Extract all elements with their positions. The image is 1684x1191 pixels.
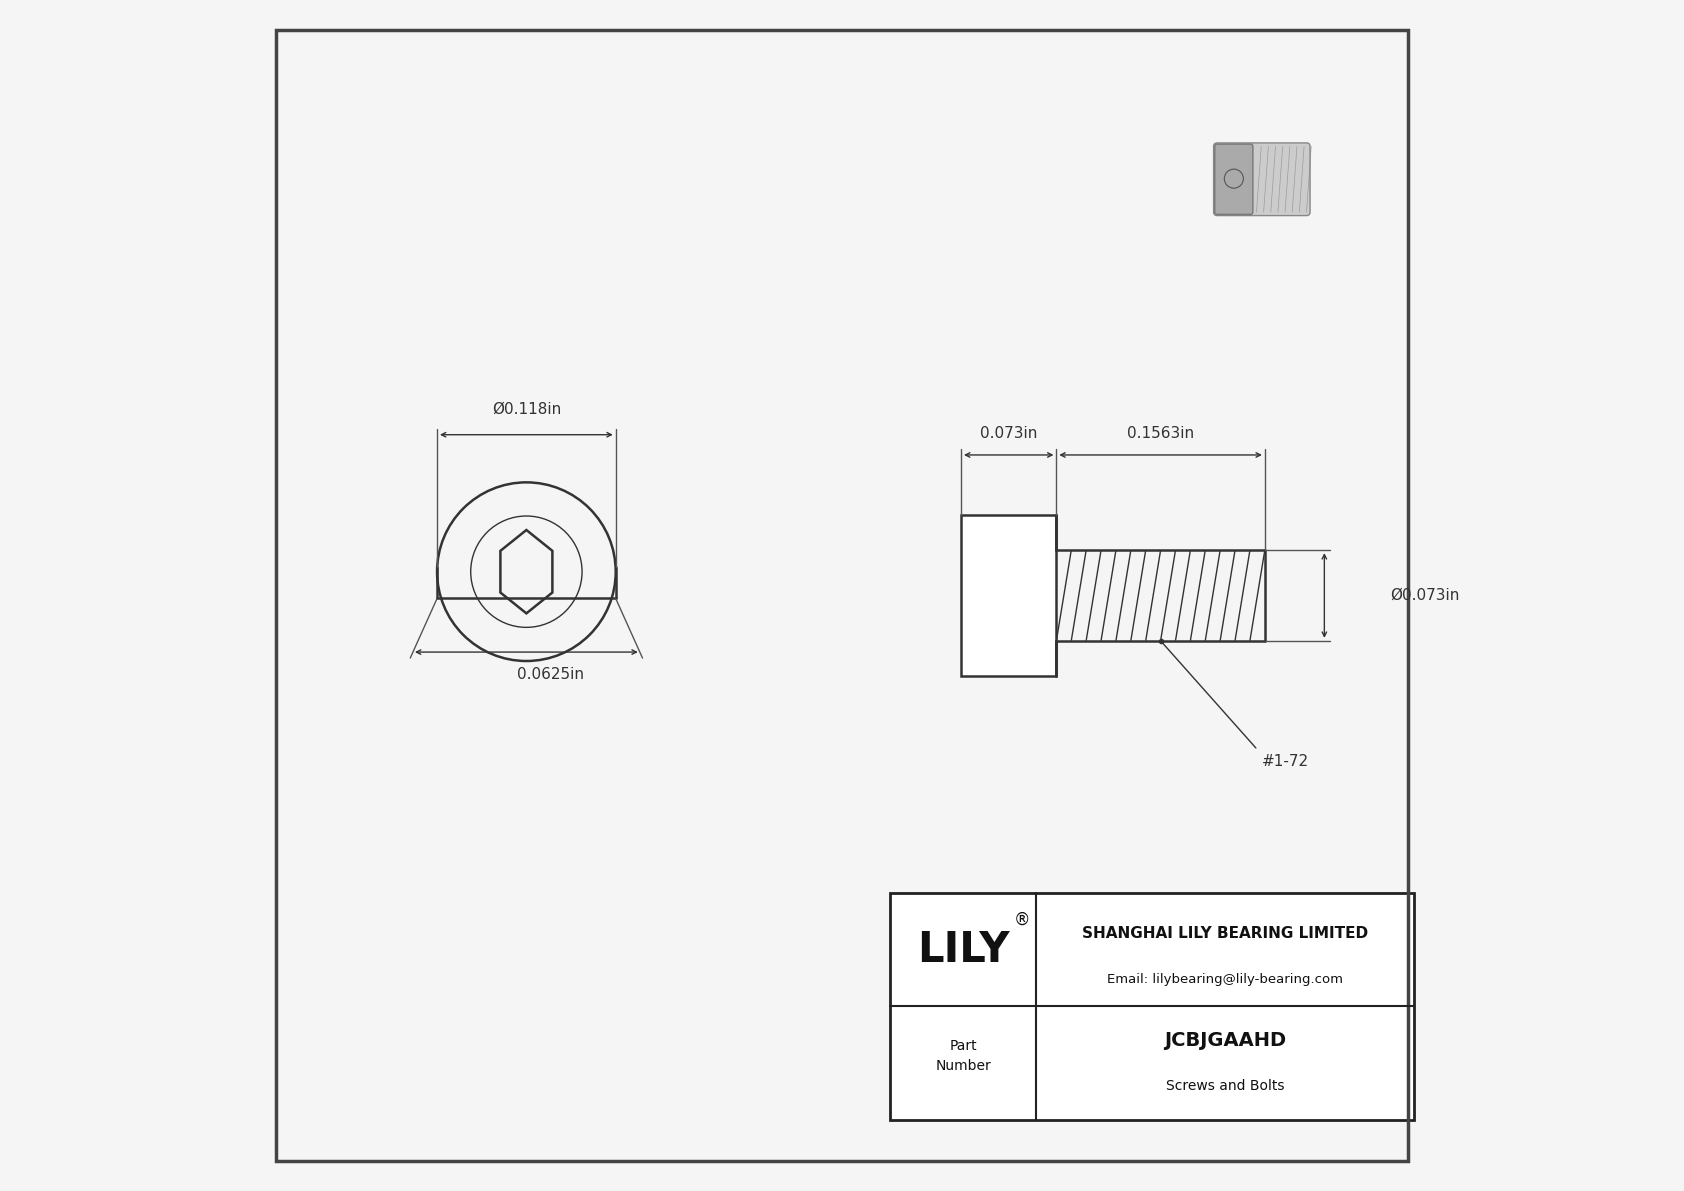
Text: SHANGHAI LILY BEARING LIMITED: SHANGHAI LILY BEARING LIMITED [1081,927,1367,941]
Text: 0.1563in: 0.1563in [1127,425,1194,441]
Text: Screws and Bolts: Screws and Bolts [1165,1079,1285,1092]
Bar [962,515,1056,676]
Text: Email: lilybearing@lily-bearing.com: Email: lilybearing@lily-bearing.com [1106,973,1344,986]
Text: 0.073in: 0.073in [980,425,1037,441]
FancyBboxPatch shape [1214,144,1253,214]
Text: ®: ® [1014,911,1031,929]
Text: 0.0625in: 0.0625in [517,667,584,681]
FancyBboxPatch shape [1214,143,1310,216]
Text: LILY: LILY [916,929,1009,971]
Text: #1-72: #1-72 [1261,754,1308,769]
Text: Ø0.118in: Ø0.118in [492,401,561,417]
Text: Part
Number: Part Number [935,1040,990,1073]
Bar [889,893,1413,1120]
Text: Ø0.073in: Ø0.073in [1389,588,1460,603]
Text: JCBJGAAHD: JCBJGAAHD [1164,1031,1287,1049]
